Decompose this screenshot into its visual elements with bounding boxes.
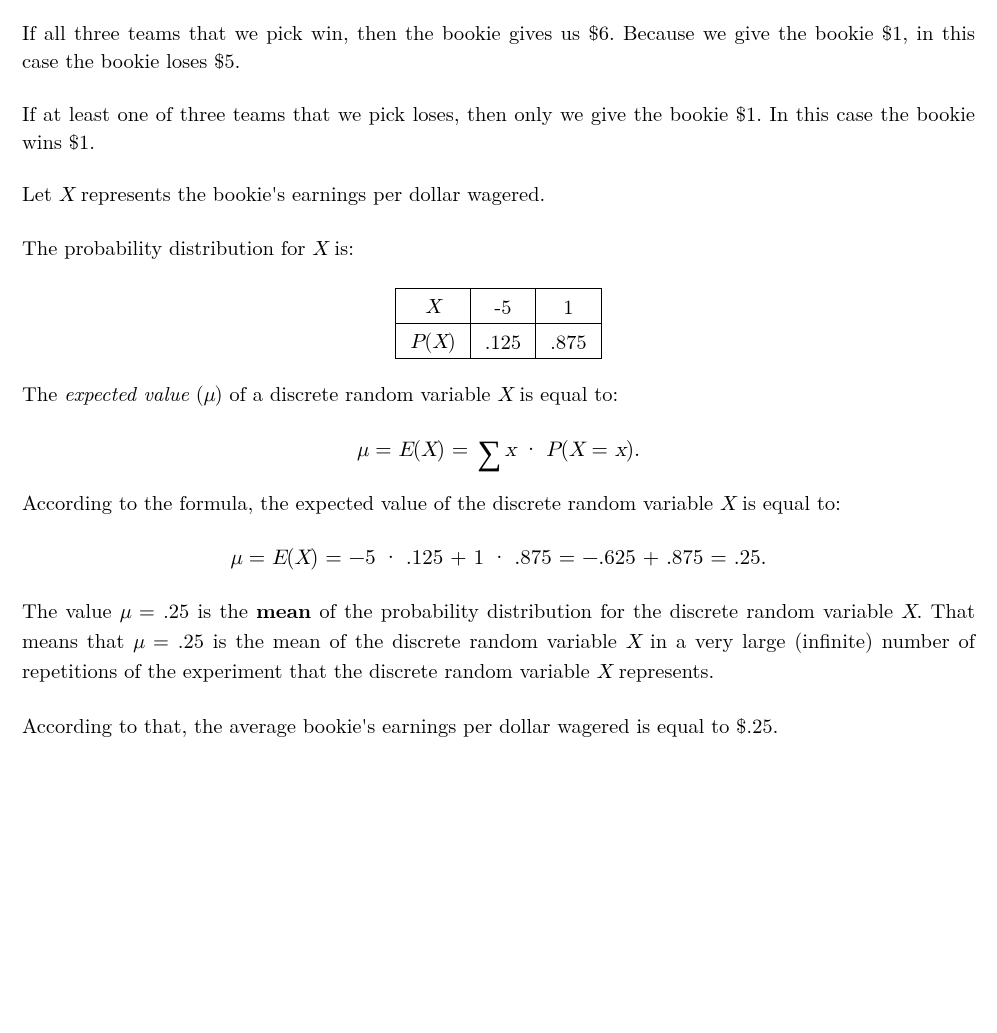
term-expected-value: expected value bbox=[64, 378, 189, 407]
text: ) of a discrete random variable bbox=[215, 378, 498, 407]
var-X: X bbox=[901, 601, 916, 622]
var-mu: μ bbox=[133, 631, 144, 652]
var-X: X bbox=[432, 331, 447, 352]
var-x: x bbox=[615, 440, 626, 461]
text: represents. bbox=[612, 655, 714, 684]
equation-computation: μ = E(X) = −5 · .125 + 1 · .875 = −.625 … bbox=[22, 542, 975, 574]
text: is equal to: bbox=[735, 487, 840, 516]
var-X: X bbox=[626, 631, 641, 652]
sigma-icon: ∑ bbox=[477, 437, 501, 464]
eq-sign: = bbox=[368, 433, 398, 463]
var-mu: μ bbox=[120, 601, 131, 622]
var-X: X bbox=[312, 238, 327, 259]
paragraph-4: The probability distribution for X is: bbox=[22, 233, 975, 263]
table-cell: -5 bbox=[470, 288, 535, 323]
var-X: X bbox=[295, 548, 311, 569]
paragraph-6: According to the formula, the expected v… bbox=[22, 488, 975, 518]
text: of the probability distribution for the … bbox=[311, 595, 901, 624]
cdot: · bbox=[516, 433, 546, 463]
paren-close: ) bbox=[437, 433, 445, 463]
probability-table: X -5 1 P(X) .125 .875 bbox=[395, 288, 601, 360]
text: ( bbox=[189, 378, 204, 407]
paragraph-8: According to that, the average bookie's … bbox=[22, 711, 975, 739]
paren-close: ) bbox=[448, 325, 456, 354]
table-cell: 1 bbox=[536, 288, 601, 323]
paragraph-1: If all three teams that we pick win, the… bbox=[22, 18, 975, 75]
text: is equal to: bbox=[513, 378, 618, 407]
var-E: E bbox=[272, 548, 286, 569]
var-P: P bbox=[410, 331, 424, 352]
text: The probability distribution for bbox=[22, 232, 312, 261]
paren-close-period: ). bbox=[626, 433, 640, 463]
var-X: X bbox=[425, 296, 440, 317]
var-E: E bbox=[399, 440, 413, 461]
equation-expected-value-formula: μ = E(X) = ∑ x · P(X = x). bbox=[22, 434, 975, 466]
paragraph-2: If at least one of three teams that we p… bbox=[22, 99, 975, 156]
text: is: bbox=[328, 232, 354, 261]
text: According to the formula, the expected v… bbox=[22, 487, 720, 516]
paragraph-5: The expected value (μ) of a discrete ran… bbox=[22, 379, 975, 409]
paren-open: ( bbox=[413, 433, 421, 463]
computation-text: = −5 · .125 + 1 · .875 = −.625 + .875 = … bbox=[318, 541, 766, 571]
var-X: X bbox=[59, 184, 74, 205]
text: The value bbox=[22, 595, 120, 624]
var-X: X bbox=[720, 493, 735, 514]
paren-open: ( bbox=[561, 433, 569, 463]
var-X: X bbox=[597, 661, 612, 682]
text: The bbox=[22, 378, 64, 407]
table-cell-header-X: X bbox=[396, 288, 470, 323]
text: = .25 is the mean of the discrete random… bbox=[144, 625, 626, 654]
table-row: X -5 1 bbox=[396, 288, 601, 323]
text: represents the bookie's earnings per dol… bbox=[74, 178, 545, 207]
var-X: X bbox=[497, 384, 512, 405]
var-mu: μ bbox=[204, 384, 215, 405]
var-mu: μ bbox=[357, 440, 368, 461]
paragraph-7: The value μ = .25 is the mean of the pro… bbox=[22, 596, 975, 687]
text: Let bbox=[22, 178, 59, 207]
var-X: X bbox=[569, 440, 585, 461]
var-X: X bbox=[421, 440, 437, 461]
eq-sign: = bbox=[584, 433, 614, 463]
term-mean: mean bbox=[256, 596, 311, 625]
table-cell-header-PX: P(X) bbox=[396, 323, 470, 358]
var-mu: μ bbox=[231, 548, 242, 569]
table-cell: .125 bbox=[470, 323, 535, 358]
eq-sign: = bbox=[242, 541, 272, 571]
table-cell: .875 bbox=[536, 323, 601, 358]
eq-sign: = bbox=[445, 433, 475, 463]
var-x: x bbox=[505, 440, 516, 461]
text: = .25 is the bbox=[131, 595, 256, 624]
var-P: P bbox=[546, 440, 560, 461]
paragraph-3: Let X represents the bookie's earnings p… bbox=[22, 179, 975, 209]
paren-open: ( bbox=[286, 541, 294, 571]
table-row: P(X) .125 .875 bbox=[396, 323, 601, 358]
